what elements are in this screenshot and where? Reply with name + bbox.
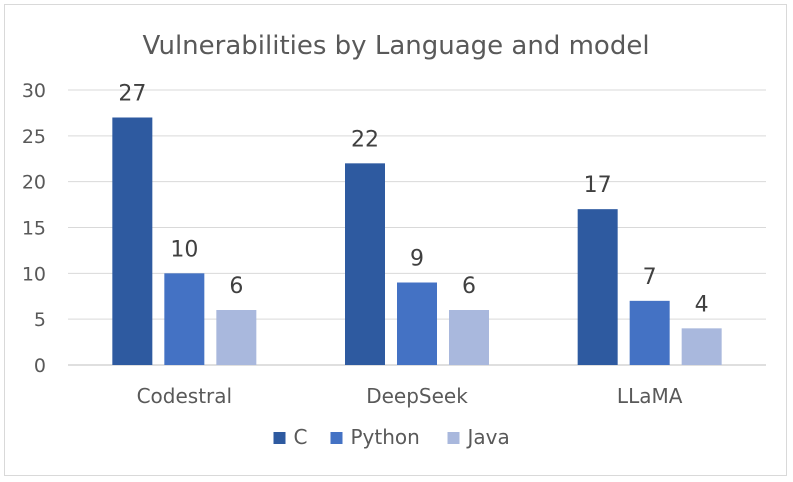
bar-c-llama: [577, 209, 618, 365]
bar-c-codestral: [112, 117, 153, 365]
bar-java-llama: [681, 328, 722, 365]
chart-title: Vulnerabilities by Language and model: [142, 31, 649, 61]
bar-python-codestral: [164, 273, 205, 365]
y-axis: 0 5 10 15 20 25 30: [22, 80, 46, 377]
bar-java-deepseek: [449, 310, 489, 365]
legend-swatch-python: [330, 432, 343, 444]
data-label: 9: [410, 247, 424, 272]
y-tick-label: 15: [22, 218, 46, 240]
bar-java-codestral: [216, 310, 257, 365]
legend-label-c: C: [294, 425, 308, 449]
y-tick-label: 5: [34, 309, 46, 331]
legend-label-python: Python: [351, 425, 420, 449]
legend-swatch-java: [447, 432, 460, 444]
x-category-label: LLaMA: [617, 384, 683, 408]
data-labels: 27 10 6 22 9 6 17 7 4: [118, 82, 708, 318]
legend-swatch-c: [273, 432, 286, 444]
bars: [112, 117, 722, 365]
bar-python-llama: [629, 300, 670, 365]
data-label: 27: [118, 82, 146, 107]
x-category-label: DeepSeek: [366, 384, 468, 408]
y-tick-label: 10: [22, 263, 46, 285]
data-label: 22: [351, 127, 379, 152]
x-category-label: Codestral: [137, 384, 233, 408]
data-label: 4: [695, 292, 709, 317]
y-tick-label: 0: [34, 355, 46, 377]
legend: C Python Java: [273, 425, 510, 449]
y-tick-label: 20: [22, 172, 46, 194]
data-label: 6: [229, 274, 243, 299]
legend-label-java: Java: [466, 425, 510, 449]
data-label: 7: [643, 265, 657, 290]
data-label: 17: [584, 173, 612, 198]
bar-c-deepseek: [345, 163, 385, 365]
x-axis: Codestral DeepSeek LLaMA: [137, 384, 683, 408]
y-tick-label: 25: [22, 126, 46, 148]
y-tick-label: 30: [22, 80, 46, 102]
bar-python-deepseek: [397, 282, 437, 365]
data-label: 10: [170, 237, 198, 262]
data-label: 6: [462, 274, 476, 299]
